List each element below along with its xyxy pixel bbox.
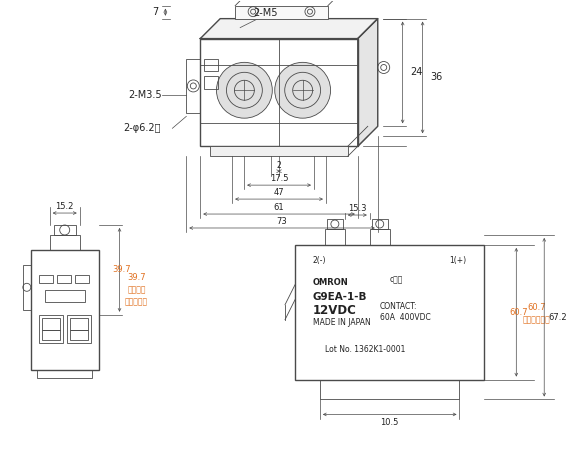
- Polygon shape: [201, 18, 378, 39]
- Text: 60.7: 60.7: [509, 308, 528, 317]
- Polygon shape: [358, 18, 378, 146]
- Bar: [210, 146, 348, 156]
- Text: 36: 36: [430, 72, 442, 82]
- Circle shape: [275, 63, 331, 118]
- Bar: [42, 330, 59, 340]
- Text: 73: 73: [277, 216, 287, 225]
- Bar: [23, 265, 31, 310]
- Bar: [372, 219, 388, 229]
- Bar: [66, 315, 90, 342]
- Text: 1(+): 1(+): [449, 256, 466, 266]
- Bar: [50, 235, 80, 250]
- Bar: [325, 229, 345, 245]
- Text: 端子高さ）: 端子高さ）: [125, 297, 148, 306]
- Bar: [295, 245, 484, 379]
- Bar: [57, 275, 71, 283]
- Text: MADE IN JAPAN: MADE IN JAPAN: [313, 318, 371, 327]
- Text: 2(-): 2(-): [313, 256, 326, 266]
- Bar: [70, 330, 87, 340]
- Text: 2-M3.5: 2-M3.5: [129, 90, 162, 100]
- Text: 2-M5: 2-M5: [253, 8, 278, 18]
- Text: 7: 7: [152, 7, 159, 17]
- Text: 24: 24: [410, 68, 423, 77]
- Text: 47: 47: [274, 188, 285, 197]
- Bar: [42, 318, 59, 330]
- Bar: [370, 229, 389, 245]
- Text: CONTACT:: CONTACT:: [380, 302, 417, 311]
- Bar: [204, 76, 218, 90]
- Bar: [187, 58, 201, 113]
- Text: （端子高さ）: （端子高さ）: [522, 316, 550, 325]
- Text: （コイル: （コイル: [127, 285, 146, 294]
- Bar: [70, 318, 87, 330]
- Bar: [37, 369, 92, 378]
- Bar: [39, 315, 63, 342]
- Text: G9EA-1-B: G9EA-1-B: [313, 292, 367, 302]
- Bar: [54, 225, 76, 235]
- Text: 39.7: 39.7: [127, 273, 146, 282]
- Text: 15.2: 15.2: [55, 202, 74, 211]
- Text: Lot No. 1362K1-0001: Lot No. 1362K1-0001: [325, 345, 405, 354]
- Bar: [45, 290, 85, 302]
- Circle shape: [216, 63, 272, 118]
- Bar: [235, 6, 328, 18]
- Text: 60.7: 60.7: [527, 303, 546, 312]
- Bar: [201, 39, 358, 146]
- Text: 12VDC: 12VDC: [313, 304, 357, 317]
- Text: OMRON: OMRON: [313, 278, 349, 287]
- Text: 60A  400VDC: 60A 400VDC: [380, 313, 430, 322]
- Bar: [204, 58, 218, 72]
- Text: 2-φ6.2穴: 2-φ6.2穴: [124, 123, 161, 133]
- Bar: [320, 379, 459, 400]
- Bar: [39, 275, 52, 283]
- Text: 67.2: 67.2: [549, 313, 567, 322]
- Text: 39.7: 39.7: [112, 266, 131, 274]
- Bar: [31, 250, 99, 369]
- Text: cⓁⓁ: cⓁⓁ: [389, 275, 403, 284]
- Text: 15.3: 15.3: [348, 203, 367, 212]
- Text: 2: 2: [277, 161, 282, 170]
- Bar: [327, 219, 343, 229]
- Text: 17.5: 17.5: [270, 174, 288, 183]
- Text: 10.5: 10.5: [381, 418, 399, 427]
- Bar: [75, 275, 89, 283]
- Text: 61: 61: [274, 202, 285, 211]
